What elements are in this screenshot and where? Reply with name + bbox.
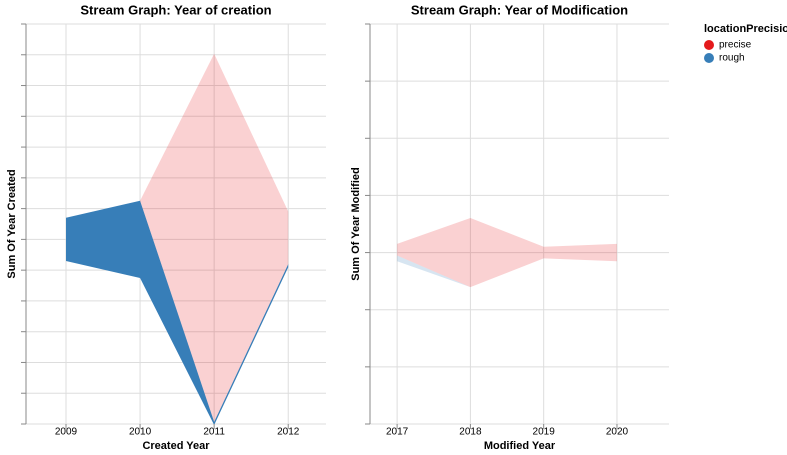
legend-label: rough (719, 53, 745, 64)
legend-swatch (704, 40, 714, 50)
chart-title: Stream Graph: Year of creation (80, 2, 271, 17)
chart-title: Stream Graph: Year of Modification (411, 2, 628, 17)
x-tick-label: 2017 (386, 427, 409, 438)
y-axis-title: Sum Of Year Created (6, 169, 18, 278)
stream-area (66, 200, 289, 426)
legend-label: precise (719, 40, 752, 51)
x-tick-label: 2009 (55, 427, 78, 438)
stream-area (140, 53, 289, 422)
stream-area (397, 217, 617, 288)
legend-swatch (704, 53, 714, 63)
legend-title: locationPrecision (704, 23, 787, 35)
x-axis-title: Created Year (142, 440, 210, 452)
y-axis-title: Sum Of Year Modified (350, 167, 362, 281)
x-tick-label: 2012 (277, 427, 300, 438)
x-tick-label: 2010 (129, 427, 152, 438)
x-tick-label: 2018 (459, 427, 482, 438)
x-tick-label: 2019 (533, 427, 556, 438)
x-axis-title: Modified Year (484, 440, 556, 452)
x-tick-label: 2011 (203, 427, 225, 438)
x-tick-label: 2020 (606, 427, 629, 438)
